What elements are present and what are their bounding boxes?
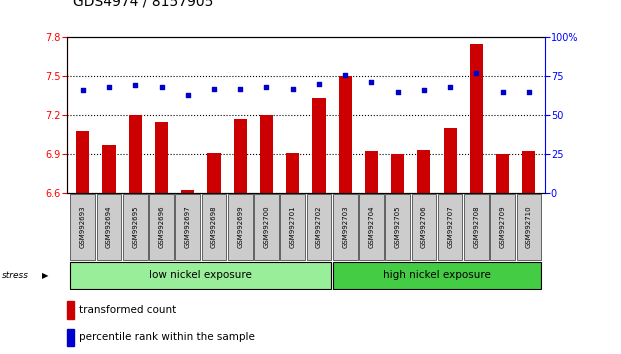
FancyBboxPatch shape [202, 194, 226, 259]
Text: GSM992705: GSM992705 [395, 205, 401, 248]
FancyBboxPatch shape [491, 194, 515, 259]
FancyBboxPatch shape [517, 194, 542, 259]
FancyBboxPatch shape [438, 194, 463, 259]
Bar [338, 76, 351, 193]
Bar [76, 131, 89, 193]
Point [156, 84, 166, 90]
Text: GSM992702: GSM992702 [316, 205, 322, 248]
Point [419, 87, 429, 93]
Bar [365, 152, 378, 193]
Text: GSM992706: GSM992706 [421, 205, 427, 248]
Point [209, 86, 219, 91]
Bar [207, 153, 220, 193]
Point [235, 86, 245, 91]
Text: GSM992695: GSM992695 [132, 205, 138, 248]
Text: GSM992699: GSM992699 [237, 205, 243, 248]
Bar [496, 154, 509, 193]
FancyBboxPatch shape [123, 194, 148, 259]
Text: GSM992701: GSM992701 [290, 205, 296, 248]
Point [445, 84, 455, 90]
FancyBboxPatch shape [176, 194, 200, 259]
FancyBboxPatch shape [281, 194, 305, 259]
Text: GSM992698: GSM992698 [211, 205, 217, 248]
Bar [233, 119, 247, 193]
Text: percentile rank within the sample: percentile rank within the sample [78, 332, 255, 342]
Bar [181, 190, 194, 193]
Point [78, 87, 88, 93]
Bar [417, 150, 430, 193]
Bar [67, 329, 75, 346]
Text: high nickel exposure: high nickel exposure [383, 270, 491, 280]
Text: GSM992694: GSM992694 [106, 205, 112, 248]
Point [524, 89, 534, 95]
FancyBboxPatch shape [386, 194, 410, 259]
Text: GSM992700: GSM992700 [263, 205, 270, 248]
FancyBboxPatch shape [254, 194, 279, 259]
Point [183, 92, 193, 98]
FancyBboxPatch shape [412, 194, 436, 259]
Bar [260, 115, 273, 193]
Point [104, 84, 114, 90]
Text: GSM992697: GSM992697 [185, 205, 191, 248]
Bar [67, 301, 75, 319]
Bar [286, 153, 299, 193]
FancyBboxPatch shape [70, 262, 331, 289]
FancyBboxPatch shape [359, 194, 384, 259]
Point [314, 81, 324, 87]
Point [497, 89, 507, 95]
FancyBboxPatch shape [228, 194, 253, 259]
FancyBboxPatch shape [333, 194, 358, 259]
Bar [470, 44, 483, 193]
Text: GSM992709: GSM992709 [500, 205, 505, 248]
Point [366, 80, 376, 85]
FancyBboxPatch shape [307, 194, 331, 259]
Bar [102, 145, 116, 193]
Text: transformed count: transformed count [78, 305, 176, 315]
FancyBboxPatch shape [70, 194, 95, 259]
Text: GDS4974 / 8157905: GDS4974 / 8157905 [73, 0, 214, 9]
Bar [443, 128, 456, 193]
Bar [522, 152, 535, 193]
Bar [391, 154, 404, 193]
Text: ▶: ▶ [42, 271, 48, 280]
Text: GSM992696: GSM992696 [158, 205, 165, 248]
Text: stress: stress [2, 271, 29, 280]
FancyBboxPatch shape [97, 194, 121, 259]
Text: low nickel exposure: low nickel exposure [150, 270, 252, 280]
Bar [312, 98, 325, 193]
Text: GSM992693: GSM992693 [80, 205, 86, 248]
Point [340, 72, 350, 78]
Point [471, 70, 481, 76]
Point [392, 89, 402, 95]
FancyBboxPatch shape [464, 194, 489, 259]
Point [288, 86, 297, 91]
Text: GSM992710: GSM992710 [526, 205, 532, 248]
Bar [129, 115, 142, 193]
FancyBboxPatch shape [149, 194, 174, 259]
Text: GSM992704: GSM992704 [368, 205, 374, 248]
Bar [155, 121, 168, 193]
Point [261, 84, 271, 90]
Text: GSM992708: GSM992708 [473, 205, 479, 248]
Text: GSM992707: GSM992707 [447, 205, 453, 248]
FancyBboxPatch shape [333, 262, 542, 289]
Point [130, 82, 140, 88]
Text: GSM992703: GSM992703 [342, 205, 348, 248]
